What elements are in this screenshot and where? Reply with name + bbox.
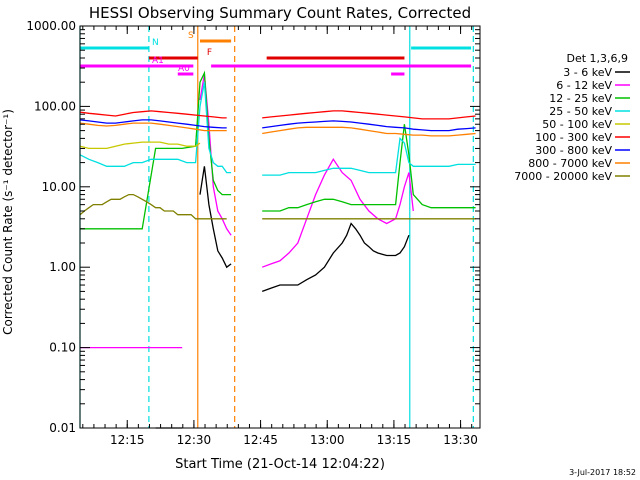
series-line-4	[79, 141, 201, 150]
y-axis-label: Corrected Count Rate (s⁻¹ detector⁻¹)	[1, 109, 15, 335]
y-tick-label: 1000.00	[26, 19, 76, 33]
y-tick-label: 0.01	[49, 421, 76, 435]
flag-label-a0: A0	[178, 64, 190, 74]
legend-label-5: 100 - 300 keV	[535, 131, 612, 144]
x-tick-label: 12:15	[110, 433, 145, 447]
series-line-5	[79, 110, 476, 120]
y-tick-label: 0.10	[49, 341, 76, 355]
legend-label-6: 300 - 800 keV	[535, 144, 612, 157]
x-tick-label: 13:15	[377, 433, 412, 447]
series-line-0	[155, 166, 410, 429]
series-line-8	[79, 193, 476, 220]
series-line-2	[80, 70, 476, 230]
plot-area: N F S A1 A0	[79, 26, 476, 429]
legend-label-8: 7000 - 20000 keV	[514, 170, 612, 183]
y-tick-label: 10.00	[42, 180, 76, 194]
series-line-7	[79, 122, 476, 137]
series-line-3	[79, 82, 476, 176]
x-tick-label: 12:30	[177, 433, 212, 447]
flag-label-n: N	[152, 38, 159, 48]
legend-title: Det 1,3,6,9	[566, 52, 628, 65]
chart-title: HESSI Observing Summary Count Rates, Cor…	[89, 4, 471, 22]
plot-frame	[79, 25, 481, 429]
y-tick-label: 1.00	[49, 260, 76, 274]
x-axis-label: Start Time (21-Oct-14 12:04:22)	[175, 457, 385, 472]
legend-label-1: 6 - 12 keV	[556, 79, 612, 92]
flag-label-a1: A1	[152, 56, 164, 66]
series-line-1	[80, 74, 414, 349]
flag-label-s: S	[188, 31, 194, 41]
legend-label-7: 800 - 7000 keV	[528, 157, 612, 170]
legend-label-3: 25 - 50 keV	[549, 105, 612, 118]
x-tick-label: 13:00	[310, 433, 345, 447]
timestamp: 3-Jul-2017 18:52	[569, 468, 636, 477]
legend-label-4: 50 - 100 keV	[542, 118, 612, 131]
legend-label-0: 3 - 6 keV	[563, 66, 612, 79]
x-tick-label: 12:45	[243, 433, 278, 447]
legend-label-2: 12 - 25 keV	[549, 92, 612, 105]
series-line-6	[79, 119, 476, 132]
flag-label-f: F	[207, 48, 212, 58]
y-tick-label: 100.00	[34, 99, 76, 113]
axes: 0.01 0.10 1.00 10.00 100.00 1000.00 12:15 12:30…	[26, 19, 481, 447]
x-tick-label: 13:30	[443, 433, 478, 447]
